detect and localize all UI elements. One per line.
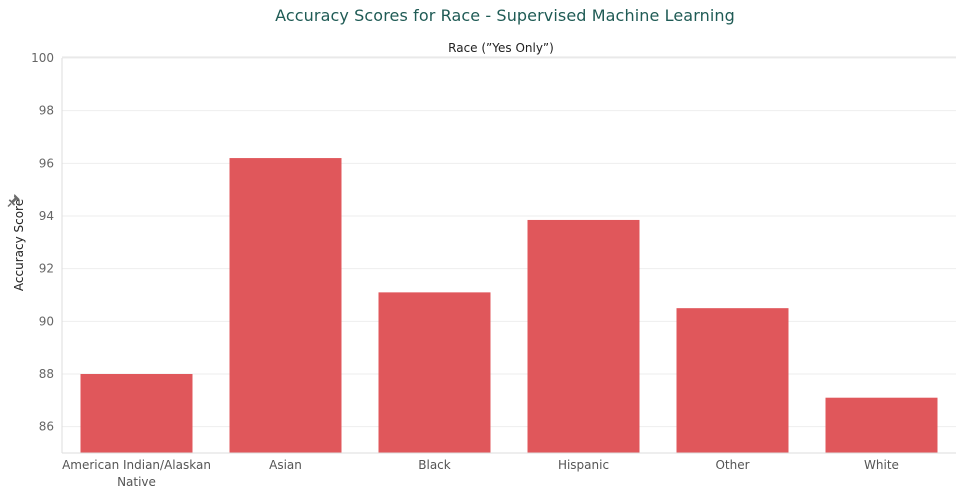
bar[interactable] (229, 158, 342, 454)
x-category-label: Asian (269, 458, 302, 472)
bar[interactable] (527, 219, 640, 453)
y-tick-label: 86 (39, 420, 54, 434)
chart-title: Accuracy Scores for Race - Supervised Ma… (275, 6, 735, 25)
y-axis-title: Accuracy Score (12, 199, 26, 291)
bar[interactable] (676, 308, 789, 453)
y-tick-label: 100 (31, 51, 54, 65)
x-category-label: American Indian/Alaskan Native (62, 458, 211, 489)
x-category-label: Other (715, 458, 749, 472)
bar[interactable] (825, 397, 938, 453)
gridlines (62, 57, 956, 428)
plot-frame (61, 56, 956, 454)
bars (80, 158, 938, 454)
x-category-label: Black (418, 458, 451, 472)
y-tick-label: 96 (39, 156, 54, 170)
y-tick-label: 88 (39, 367, 54, 381)
pin-icon[interactable] (7, 194, 20, 207)
bar[interactable] (378, 292, 491, 453)
x-category-label: Hispanic (558, 458, 609, 472)
y-tick-label: 90 (39, 314, 54, 328)
y-tick-labels: 86 88 90 92 94 96 98 100 (31, 51, 54, 434)
y-tick-label: 98 (39, 104, 54, 118)
bar[interactable] (80, 374, 193, 453)
y-tick-label: 92 (39, 262, 54, 276)
column-header: Race (”Yes Only”) (448, 41, 554, 55)
x-category-label: White (864, 458, 899, 472)
y-tick-label: 94 (39, 209, 54, 223)
x-category-labels: American Indian/Alaskan Native Asian Black H… (62, 458, 899, 489)
